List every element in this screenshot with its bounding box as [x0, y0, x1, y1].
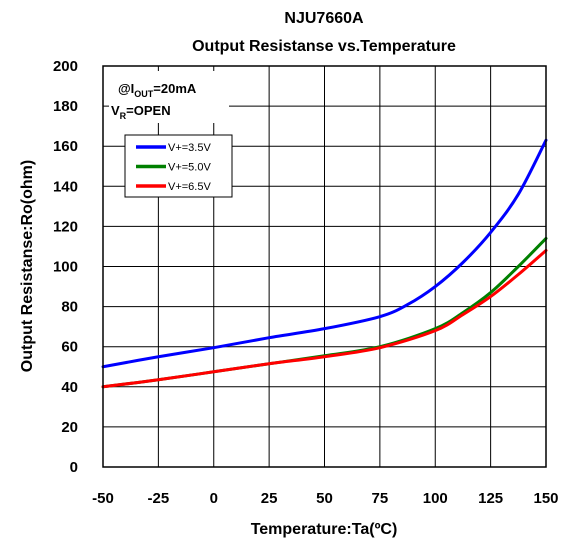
y-tick-label: 100 — [53, 259, 78, 276]
y-tick-labels: 0 20 40 60 80 100 120 140 160 180 200 — [53, 58, 78, 476]
series-line-3 — [101, 248, 548, 389]
x-tick-label: -50 — [92, 490, 114, 507]
x-tick-label: 0 — [210, 490, 218, 507]
legend-label: V+=5.0V — [168, 162, 211, 174]
condition-current: @IOUT=20mA — [118, 81, 197, 99]
x-tick-label: 75 — [372, 490, 389, 507]
y-axis-label: Output Resistanse:Ro(ohm) — [19, 160, 36, 372]
y-tick-label: 60 — [61, 339, 78, 356]
legend: V+=3.5V V+=5.0V V+=6.5V — [124, 134, 233, 198]
y-tick-label: 140 — [53, 178, 78, 195]
legend-label: V+=6.5V — [168, 181, 211, 193]
x-tick-label: 50 — [316, 490, 333, 507]
x-tick-labels: -50 -25 0 25 50 75 100 125 150 — [92, 490, 558, 507]
x-axis-label: Temperature:Ta(ºC) — [251, 521, 398, 538]
x-tick-label: 150 — [533, 490, 558, 507]
y-tick-label: 40 — [61, 379, 78, 396]
grid — [102, 65, 547, 468]
x-tick-label: 100 — [423, 490, 448, 507]
y-tick-label: 120 — [53, 218, 78, 235]
y-tick-label: 20 — [61, 419, 78, 436]
y-tick-label: 160 — [53, 138, 78, 155]
legend-label: V+=3.5V — [168, 142, 211, 154]
condition-vr: VR=OPEN — [111, 103, 171, 121]
x-tick-label: 125 — [478, 490, 503, 507]
x-tick-label: 25 — [261, 490, 278, 507]
plot-frame — [102, 65, 547, 468]
x-tick-label: -25 — [148, 490, 170, 507]
y-tick-label: 80 — [61, 299, 78, 316]
series-line-1 — [101, 138, 548, 369]
y-tick-label: 180 — [53, 98, 78, 115]
y-tick-label: 200 — [53, 58, 78, 75]
chart-subtitle: Output Resistanse vs.Temperature — [192, 38, 456, 55]
chart-title: NJU7660A — [284, 10, 364, 27]
y-tick-label: 0 — [70, 459, 78, 476]
condition-box — [109, 71, 229, 123]
series-lines — [101, 138, 548, 389]
